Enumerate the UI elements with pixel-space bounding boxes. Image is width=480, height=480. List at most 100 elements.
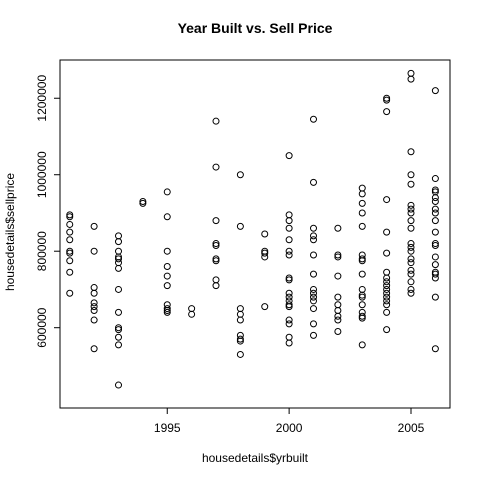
data-point xyxy=(431,186,439,194)
data-point xyxy=(115,264,122,272)
data-point xyxy=(212,240,220,248)
data-point xyxy=(115,333,122,341)
data-point xyxy=(383,289,391,297)
data-point xyxy=(163,282,171,290)
y-tick-label: 800000 xyxy=(35,231,49,271)
data-point xyxy=(334,251,342,259)
data-point xyxy=(90,247,98,255)
data-point xyxy=(407,205,415,213)
data-point xyxy=(407,266,415,274)
data-point xyxy=(285,224,293,232)
data-point xyxy=(383,285,391,293)
data-point xyxy=(431,205,439,213)
data-point xyxy=(383,308,391,316)
data-point xyxy=(285,301,293,309)
data-points xyxy=(66,69,439,389)
data-point xyxy=(431,240,439,248)
data-point xyxy=(431,241,439,249)
data-point xyxy=(358,222,366,230)
data-point xyxy=(285,217,293,225)
data-point xyxy=(310,297,317,305)
data-point xyxy=(163,305,171,313)
data-point xyxy=(407,243,415,251)
data-point xyxy=(407,217,415,225)
data-point xyxy=(431,228,439,236)
data-point xyxy=(285,289,293,297)
data-point xyxy=(334,272,342,280)
data-point xyxy=(407,255,415,263)
data-point xyxy=(383,196,391,204)
data-point xyxy=(383,96,391,104)
data-point xyxy=(285,316,293,324)
data-point xyxy=(310,320,317,328)
data-point xyxy=(358,285,366,293)
data-point xyxy=(358,255,366,263)
data-point xyxy=(310,232,317,240)
data-point xyxy=(334,312,342,320)
data-point xyxy=(407,224,415,232)
data-point xyxy=(383,326,391,334)
data-point xyxy=(431,274,439,282)
data-point xyxy=(115,285,122,293)
data-point xyxy=(431,197,439,205)
data-point xyxy=(115,238,122,246)
data-point xyxy=(115,341,122,349)
data-point xyxy=(188,310,196,318)
data-point xyxy=(334,316,342,324)
data-point xyxy=(163,306,171,314)
data-point xyxy=(407,209,415,217)
data-point xyxy=(236,222,244,230)
data-point xyxy=(310,293,317,301)
data-point xyxy=(431,194,439,202)
data-point xyxy=(115,326,122,334)
data-point xyxy=(236,350,244,358)
data-point xyxy=(407,180,415,188)
data-point xyxy=(310,331,317,339)
data-point xyxy=(383,282,391,290)
data-point xyxy=(236,335,244,343)
data-point xyxy=(139,199,147,207)
data-point xyxy=(212,163,220,171)
data-point xyxy=(285,333,293,341)
data-point xyxy=(285,211,293,219)
data-point xyxy=(66,247,74,255)
data-point xyxy=(431,270,439,278)
data-point xyxy=(163,263,171,271)
data-point xyxy=(358,341,366,349)
chart-title: Year Built vs. Sell Price xyxy=(177,20,333,36)
data-point xyxy=(431,209,439,217)
data-point xyxy=(115,324,122,332)
data-point xyxy=(212,276,220,284)
y-tick-label: 1200000 xyxy=(35,75,49,122)
plot-frame xyxy=(59,59,451,409)
data-point xyxy=(285,274,293,282)
data-point xyxy=(90,289,98,297)
data-point xyxy=(431,217,439,225)
data-point xyxy=(407,247,415,255)
data-point xyxy=(163,308,171,316)
data-point xyxy=(90,316,98,324)
data-point xyxy=(358,199,366,207)
data-point xyxy=(358,314,366,322)
y-tick-label: 1000000 xyxy=(35,151,49,198)
data-point xyxy=(407,75,415,83)
data-point xyxy=(310,289,317,297)
data-point xyxy=(285,247,293,255)
data-point xyxy=(310,115,317,123)
data-point xyxy=(310,251,317,259)
data-point xyxy=(66,220,74,228)
data-point xyxy=(90,222,98,230)
data-point xyxy=(383,297,391,305)
data-point xyxy=(334,293,342,301)
x-tick-label: 2005 xyxy=(398,421,425,435)
data-point xyxy=(66,228,74,236)
data-point xyxy=(212,217,220,225)
data-point xyxy=(90,306,98,314)
data-point xyxy=(310,285,317,293)
data-point xyxy=(188,305,196,313)
data-point xyxy=(383,293,391,301)
data-point xyxy=(310,178,317,186)
data-point xyxy=(90,345,98,353)
data-point xyxy=(407,259,415,267)
data-point xyxy=(261,253,269,261)
